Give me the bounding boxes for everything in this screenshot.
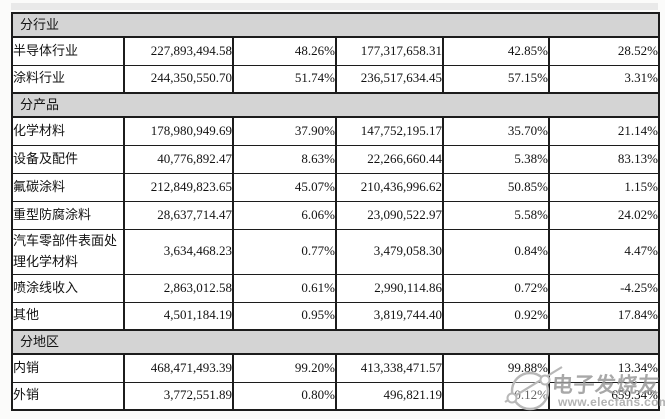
change-cell: -4.25% [547, 273, 660, 303]
table-row: 外销 3,772,551.89 0.80% 496,821.19 0.12% 6… [11, 381, 660, 411]
amount-cell: 212,849,823.65 [123, 172, 234, 202]
ratio-cell: 42.85% [442, 36, 550, 66]
ratio-cell: 0.77% [232, 228, 337, 275]
ratio-cell: 51.74% [232, 64, 337, 94]
amount-cell: 4,501,184.19 [123, 301, 234, 331]
amount-cell: 22,266,660.44 [335, 144, 444, 174]
category-cell: 化学材料 [11, 116, 125, 146]
category-cell: 半导体行业 [11, 36, 125, 66]
ratio-cell: 0.95% [232, 301, 337, 331]
amount-cell: 23,090,522.97 [335, 200, 444, 230]
change-cell: 659.34% [547, 381, 660, 411]
amount-cell: 413,338,471.57 [335, 353, 444, 383]
amount-cell: 40,776,892.47 [123, 144, 234, 174]
ratio-cell: 6.06% [232, 200, 337, 230]
section-row: 分产品 [10, 92, 660, 118]
amount-cell: 227,893,494.58 [123, 36, 234, 66]
amount-cell: 177,317,658.31 [335, 36, 444, 66]
amount-cell: 3,772,551.89 [123, 381, 234, 411]
category-cell: 设备及配件 [11, 144, 125, 174]
ratio-cell: 99.88% [442, 353, 550, 383]
amount-cell: 3,479,058.30 [335, 228, 444, 275]
amount-cell: 210,436,996.62 [335, 172, 444, 202]
amount-cell: 2,863,012.58 [123, 273, 234, 303]
amount-cell: 147,752,195.17 [335, 116, 444, 146]
section-row: 分地区 [10, 329, 660, 355]
ratio-cell: 45.07% [232, 172, 337, 202]
section-label: 分地区 [10, 329, 660, 355]
ratio-cell: 0.92% [442, 301, 550, 331]
amount-cell: 28,637,714.47 [123, 200, 234, 230]
section-row: 分行业 [10, 12, 660, 38]
ratio-cell: 37.90% [232, 116, 337, 146]
category-cell: 重型防腐涂料 [11, 200, 125, 230]
change-cell: 24.02% [547, 200, 660, 230]
table-row: 内销 468,471,493.39 99.20% 413,338,471.57 … [11, 353, 660, 383]
amount-cell: 496,821.19 [335, 381, 444, 411]
table-row: 半导体行业 227,893,494.58 48.26% 177,317,658.… [11, 36, 660, 66]
section-label: 分行业 [10, 12, 660, 38]
ratio-cell: 57.15% [442, 64, 550, 94]
ratio-cell: 0.61% [232, 273, 337, 303]
table-row: 设备及配件 40,776,892.47 8.63% 22,266,660.44 … [11, 144, 660, 174]
category-cell: 氟碳涂料 [11, 172, 125, 202]
amount-cell: 236,517,634.45 [335, 64, 444, 94]
cropped-row-remnant [11, 3, 658, 10]
amount-cell: 2,990,114.86 [335, 273, 444, 303]
change-cell: 21.14% [547, 116, 660, 146]
ratio-cell: 0.80% [232, 381, 337, 411]
table-row: 重型防腐涂料 28,637,714.47 6.06% 23,090,522.97… [11, 200, 660, 230]
change-cell: 28.52% [547, 36, 660, 66]
category-cell: 内销 [11, 353, 125, 383]
table-row: 氟碳涂料 212,849,823.65 45.07% 210,436,996.6… [11, 172, 660, 202]
category-cell: 涂料行业 [11, 64, 125, 94]
ratio-cell: 35.70% [442, 116, 550, 146]
change-cell: 3.31% [547, 64, 660, 94]
amount-cell: 3,634,468.23 [123, 228, 234, 275]
ratio-cell: 5.38% [442, 144, 550, 174]
change-cell: 13.34% [547, 353, 660, 383]
category-cell: 外销 [11, 381, 125, 411]
financial-table: 分行业 半导体行业 227,893,494.58 48.26% 177,317,… [10, 12, 661, 411]
table-row: 涂料行业 244,350,550.70 51.74% 236,517,634.4… [11, 64, 660, 94]
table-row: 汽车零部件表面处理化学材料 3,634,468.23 0.77% 3,479,0… [11, 228, 660, 275]
ratio-cell: 5.58% [442, 200, 550, 230]
ratio-cell: 0.84% [442, 228, 550, 275]
amount-cell: 468,471,493.39 [123, 353, 234, 383]
ratio-cell: 48.26% [232, 36, 337, 66]
change-cell: 1.15% [547, 172, 660, 202]
section-label: 分产品 [10, 92, 660, 118]
table-row: 其他 4,501,184.19 0.95% 3,819,744.40 0.92%… [11, 301, 660, 331]
ratio-cell: 0.72% [442, 273, 550, 303]
category-cell: 喷涂线收入 [11, 273, 125, 303]
amount-cell: 178,980,949.69 [123, 116, 234, 146]
table-row: 喷涂线收入 2,863,012.58 0.61% 2,990,114.86 0.… [11, 273, 660, 303]
amount-cell: 244,350,550.70 [123, 64, 234, 94]
amount-cell: 3,819,744.40 [335, 301, 444, 331]
change-cell: 83.13% [547, 144, 660, 174]
change-cell: 17.84% [547, 301, 660, 331]
ratio-cell: 50.85% [442, 172, 550, 202]
ratio-cell: 0.12% [442, 381, 550, 411]
change-cell: 4.47% [547, 228, 660, 275]
category-cell: 其他 [11, 301, 125, 331]
ratio-cell: 8.63% [232, 144, 337, 174]
ratio-cell: 99.20% [232, 353, 337, 383]
table-row: 化学材料 178,980,949.69 37.90% 147,752,195.1… [11, 116, 660, 146]
category-cell: 汽车零部件表面处理化学材料 [11, 228, 125, 275]
